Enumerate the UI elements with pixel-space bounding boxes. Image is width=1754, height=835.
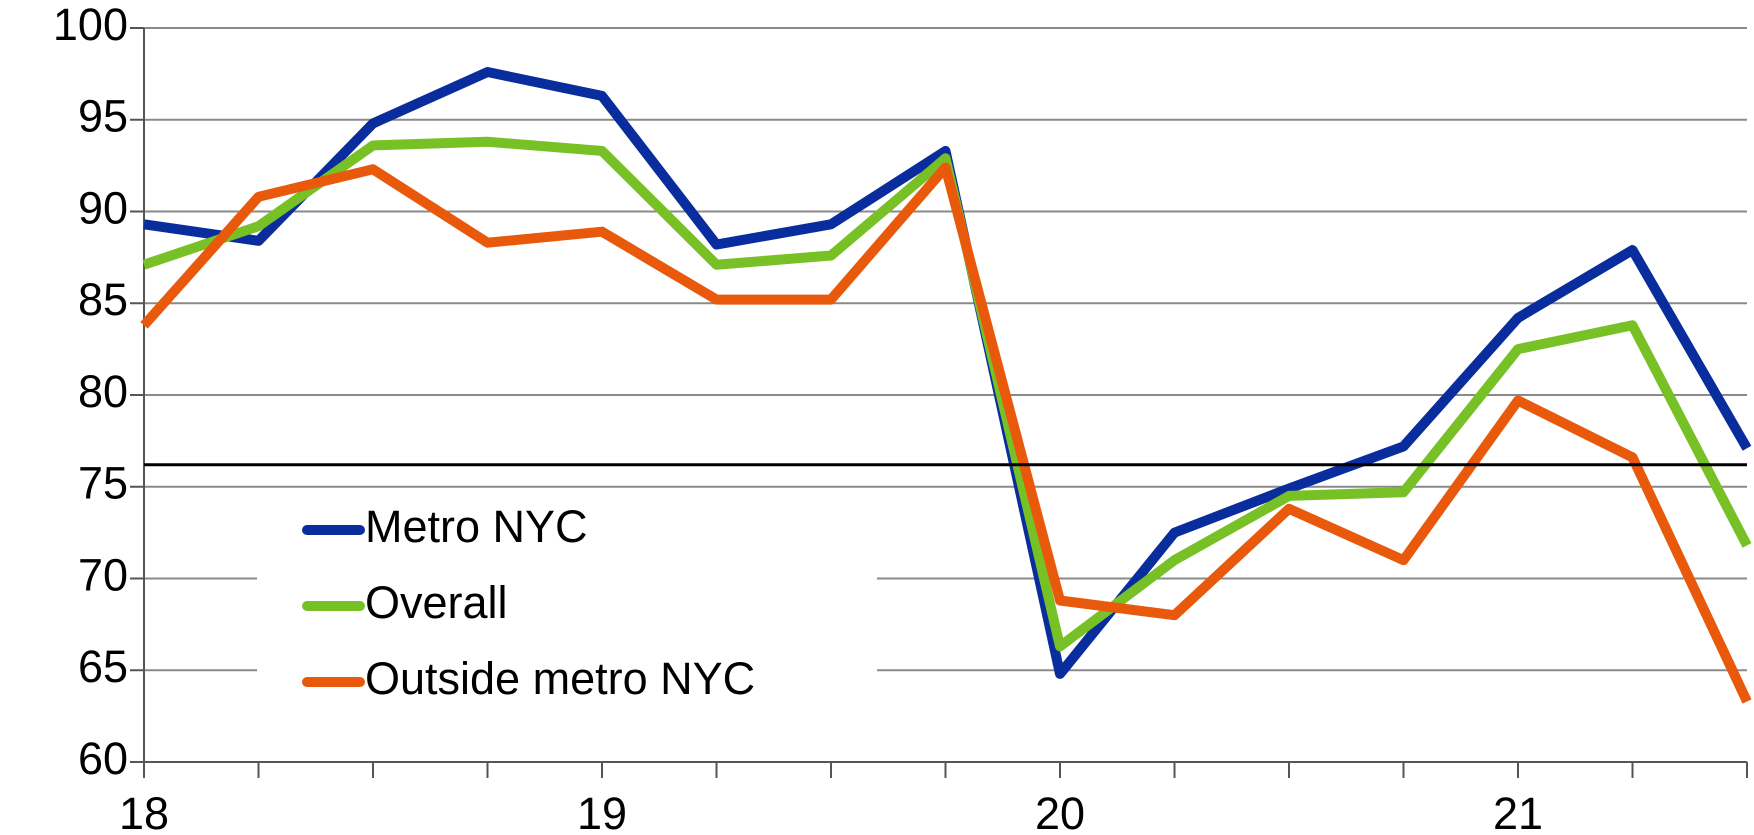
legend-label: Outside metro NYC xyxy=(365,653,755,704)
y-tick-label: 85 xyxy=(78,274,128,325)
y-tick-label: 90 xyxy=(78,182,128,233)
series-line xyxy=(142,136,1752,652)
y-tick-label: 60 xyxy=(78,733,128,784)
x-tick-label: 19 xyxy=(577,788,627,835)
x-tick-label: 20 xyxy=(1035,788,1085,835)
y-tick-label: 95 xyxy=(78,91,128,142)
y-tick-label: 80 xyxy=(78,366,128,417)
y-tick-label: 100 xyxy=(53,0,128,50)
legend-label: Metro NYC xyxy=(365,501,588,552)
x-tick-label: 21 xyxy=(1493,788,1543,835)
legend-label: Overall xyxy=(365,577,508,628)
y-tick-label: 75 xyxy=(78,458,128,509)
y-tick-label: 70 xyxy=(78,549,128,600)
series-line xyxy=(143,67,1752,679)
x-tick-label: 18 xyxy=(119,788,169,835)
series-line xyxy=(140,162,1752,704)
y-tick-label: 65 xyxy=(78,641,128,692)
